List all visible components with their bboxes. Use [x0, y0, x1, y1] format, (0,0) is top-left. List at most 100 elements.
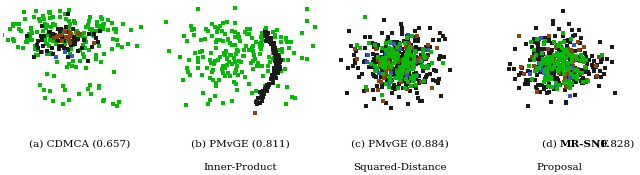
Point — [224, 60, 234, 63]
Point — [547, 58, 557, 60]
Point — [558, 10, 568, 13]
Point — [81, 67, 92, 70]
Point — [540, 76, 550, 79]
Point — [258, 75, 268, 78]
Point — [554, 67, 564, 70]
Point — [569, 77, 579, 80]
Point — [182, 40, 192, 43]
Point — [378, 69, 388, 72]
Point — [428, 38, 438, 41]
Point — [109, 71, 119, 74]
Point — [536, 37, 546, 40]
Point — [377, 66, 387, 69]
Point — [261, 90, 271, 93]
Point — [36, 25, 47, 27]
Point — [398, 72, 408, 75]
Point — [276, 40, 286, 43]
Point — [429, 68, 440, 71]
Point — [211, 81, 221, 84]
Point — [259, 34, 269, 37]
Point — [557, 31, 568, 34]
Point — [532, 67, 542, 69]
Point — [239, 48, 249, 51]
Point — [266, 37, 276, 39]
Point — [382, 79, 392, 82]
Point — [408, 62, 419, 65]
Point — [402, 51, 412, 53]
Point — [361, 86, 371, 89]
Point — [276, 58, 286, 61]
Point — [269, 50, 279, 52]
Point — [541, 72, 552, 74]
Point — [575, 49, 585, 52]
Point — [380, 69, 390, 72]
Point — [213, 39, 223, 42]
Point — [266, 39, 276, 42]
Point — [218, 30, 228, 33]
Point — [208, 69, 218, 71]
Point — [402, 51, 412, 54]
Point — [201, 27, 211, 30]
Point — [390, 73, 401, 76]
Point — [409, 58, 419, 61]
Point — [404, 80, 415, 82]
Point — [514, 35, 524, 37]
Point — [60, 29, 70, 32]
Point — [269, 74, 280, 76]
Point — [268, 42, 278, 45]
Point — [200, 38, 210, 41]
Point — [397, 57, 407, 60]
Point — [550, 35, 560, 37]
Point — [388, 52, 398, 55]
Point — [549, 41, 559, 43]
Point — [543, 73, 553, 76]
Point — [573, 67, 583, 70]
Point — [75, 49, 85, 52]
Point — [525, 79, 536, 82]
Point — [41, 27, 51, 30]
Point — [276, 35, 286, 38]
Point — [404, 69, 414, 71]
Point — [248, 50, 259, 52]
Point — [388, 57, 399, 60]
Point — [259, 93, 269, 96]
Point — [405, 53, 415, 56]
Point — [65, 19, 75, 22]
Point — [564, 57, 575, 60]
Point — [267, 73, 277, 76]
Point — [579, 61, 589, 64]
Point — [536, 55, 547, 58]
Point — [554, 28, 564, 31]
Point — [374, 59, 384, 62]
Point — [234, 60, 244, 63]
Point — [116, 46, 127, 49]
Point — [0, 41, 5, 44]
Point — [48, 33, 58, 36]
Point — [529, 69, 540, 72]
Point — [418, 47, 428, 50]
Point — [595, 41, 605, 44]
Point — [269, 76, 280, 79]
Point — [219, 52, 229, 55]
Point — [274, 64, 284, 67]
Point — [554, 50, 564, 52]
Point — [210, 25, 220, 28]
Point — [351, 44, 362, 46]
Point — [569, 58, 579, 61]
Point — [269, 51, 279, 54]
Point — [353, 58, 363, 61]
Point — [348, 54, 358, 57]
Point — [364, 41, 374, 44]
Point — [410, 61, 420, 64]
Point — [32, 44, 42, 47]
Point — [260, 88, 270, 91]
Point — [387, 73, 397, 76]
Point — [44, 44, 54, 47]
Point — [214, 79, 225, 81]
Point — [57, 38, 67, 41]
Point — [556, 54, 566, 57]
Point — [415, 60, 426, 63]
Point — [268, 58, 278, 61]
Point — [554, 84, 564, 86]
Point — [58, 102, 68, 105]
